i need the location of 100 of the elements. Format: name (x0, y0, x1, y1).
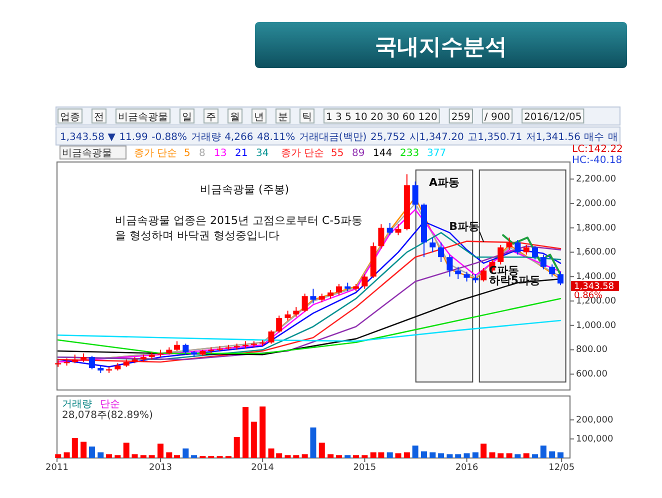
bar (55, 454, 62, 458)
text: 주 (206, 112, 216, 123)
candlestick (386, 222, 393, 236)
candlestick (293, 306, 300, 318)
bar (455, 454, 462, 458)
bar (549, 451, 556, 458)
bar (540, 446, 546, 458)
text: 8 (199, 148, 206, 159)
bar (98, 452, 104, 458)
candlestick (276, 315, 282, 334)
text: 국내지수분석 (375, 35, 507, 60)
candlestick (310, 288, 316, 304)
y-tick-label: 100,000 (576, 434, 614, 444)
candlestick (480, 268, 487, 282)
candlestick (549, 264, 556, 278)
text: 1,343.58 ▼ (60, 132, 116, 143)
text: 1,343.58 (574, 282, 614, 292)
bar (106, 454, 112, 458)
candlestick (336, 283, 342, 296)
y-tick-label: 800.00 (576, 345, 608, 356)
candlestick (268, 330, 274, 344)
text: 55 (331, 148, 344, 159)
bar (532, 454, 538, 458)
text: 2016/12/05 (524, 112, 582, 123)
annotation: C파동 (488, 264, 519, 278)
bar (132, 454, 138, 458)
bar (353, 455, 360, 458)
bar (438, 453, 444, 458)
candlestick (88, 355, 95, 370)
candlestick (446, 254, 453, 278)
candlestick (514, 240, 521, 256)
y-tick-label: 1,800.00 (576, 223, 616, 234)
y-tick-label: 1,400.00 (576, 272, 616, 282)
candlestick (174, 340, 180, 352)
text: 매 (608, 132, 618, 143)
text: 틱 (302, 112, 312, 123)
bar (386, 452, 393, 458)
candlestick (430, 237, 436, 253)
candlestick (395, 224, 402, 236)
bar (293, 455, 300, 458)
bar (250, 422, 257, 458)
text: 144 (373, 148, 392, 159)
text: HC:-40.18 (572, 155, 622, 166)
bar (362, 455, 368, 458)
candlestick (284, 310, 291, 322)
y-tick-label: 2,000.00 (576, 198, 616, 209)
annotation: 비금속광물 업종은 2015년 고점으로부터 C-5파동 (115, 214, 363, 227)
text: 4,266 (224, 132, 254, 143)
chart-title: 거래량 (62, 399, 92, 410)
text: 업종 (60, 112, 80, 123)
text: 전 (94, 112, 104, 123)
bar (166, 452, 172, 458)
text: 년 (254, 112, 264, 123)
candlestick (362, 274, 368, 290)
text: / 900 (484, 112, 510, 123)
legend-title: 종가 단순 (134, 148, 178, 159)
bar (328, 454, 334, 458)
bar (284, 455, 291, 458)
bar (344, 455, 351, 458)
bar (480, 444, 487, 458)
bar (557, 452, 564, 458)
text: 저1,341.56 (526, 132, 580, 143)
candlestick (464, 271, 470, 282)
bar (514, 454, 521, 458)
y-tick-label: 600.00 (576, 370, 608, 380)
y-tick-label: 1,000.00 (576, 320, 616, 331)
text: 월 (230, 112, 240, 123)
bar (420, 451, 427, 458)
bar (446, 454, 453, 458)
bar (523, 453, 530, 458)
candlestick (540, 254, 546, 270)
bar (395, 453, 402, 458)
candlestick (506, 237, 512, 250)
text: 매수 (584, 132, 604, 143)
x-tick-label: 12/05 (548, 463, 575, 473)
candlestick (378, 224, 384, 250)
bar (114, 455, 121, 458)
text: 비금속광물 (주봉) (200, 183, 290, 196)
line-series (57, 298, 562, 354)
bar (123, 442, 130, 458)
bar (80, 442, 87, 458)
text: 거래량 (190, 132, 221, 143)
annotation: 단순 (100, 399, 120, 410)
candlestick (412, 181, 418, 210)
bar (148, 455, 155, 458)
text: LC:142.22 (572, 144, 623, 155)
candlestick (557, 271, 564, 286)
x-tick-label: 2015 (353, 463, 376, 473)
bar (404, 452, 410, 458)
bar (498, 453, 504, 458)
text: 거래대금(백만) (298, 132, 367, 143)
candlestick (438, 242, 444, 262)
x-tick-label: 2016 (455, 463, 479, 473)
bar (182, 448, 189, 458)
band-label: A파동 (429, 176, 460, 189)
text: 48.11% (256, 132, 296, 143)
text: 25,752 (370, 132, 406, 143)
text: 1 3 5 10 20 30 60 120 (326, 112, 438, 123)
x-tick-label: 2013 (149, 463, 172, 473)
y-tick-label: 1,600.00 (576, 248, 616, 258)
